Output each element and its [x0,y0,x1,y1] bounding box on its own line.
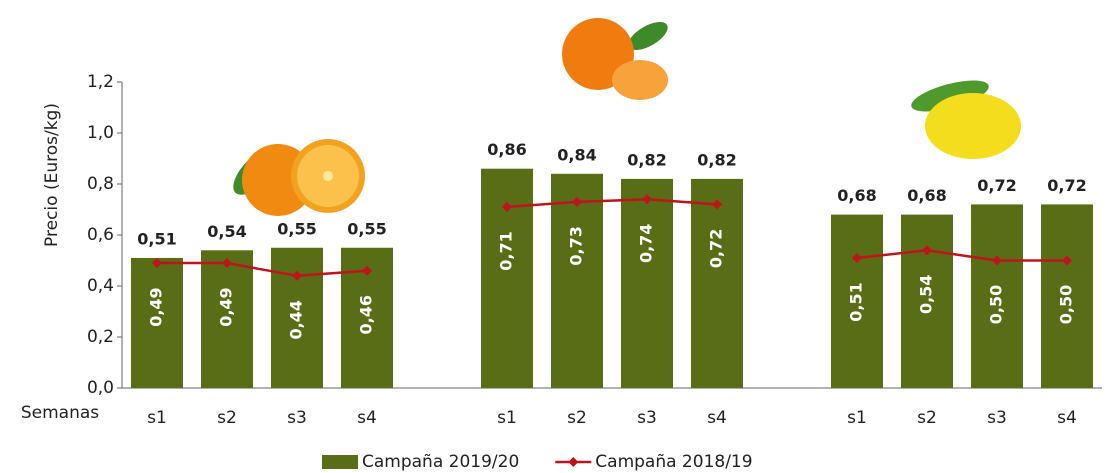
line-value-label: 0,54 [917,275,936,314]
legend: Campaña 2019/20 Campaña 2018/19 [322,452,753,472]
bar-value-label: 0,55 [277,219,316,238]
x-tick-label: s2 [217,408,237,428]
y-tick-label: 0,2 [87,327,114,347]
legend-marker [568,457,578,467]
bar-value-label: 0,68 [907,186,946,205]
y-axis-label: Precio (Euros/kg) [42,103,62,247]
orange-image [225,137,365,216]
line-value-label: 0,50 [1057,285,1076,324]
line-value-label: 0,51 [847,282,866,321]
y-tick-label: 0,4 [87,276,114,296]
legend-label: Campaña 2019/20 [362,452,519,472]
line-value-label: 0,72 [707,229,726,268]
line-value-label: 0,44 [287,300,306,339]
bar [691,179,743,388]
x-tick-label: s2 [917,408,937,428]
line-value-label: 0,73 [567,226,586,265]
line-value-label: 0,49 [147,287,166,326]
x-tick-label: s3 [637,408,657,428]
bar [621,179,673,388]
x-tick-label: s1 [147,408,167,428]
y-tick-label: 0,6 [87,225,114,245]
y-tick-label: 1,2 [87,72,114,92]
bar-value-label: 0,51 [137,229,176,248]
page: Precio (Euros/kg) Semanas Campaña 2019/2… [0,0,1107,473]
line-value-label: 0,71 [497,231,516,270]
x-tick-label: s4 [707,408,727,428]
x-tick-label: s4 [357,408,377,428]
bar-value-label: 0,82 [697,150,736,169]
line [157,263,367,276]
bar-value-label: 0,68 [837,186,876,205]
legend-label: Campaña 2018/19 [595,452,752,472]
x-tick-label: s3 [287,408,307,428]
chart: Precio (Euros/kg) Semanas Campaña 2019/2… [0,0,1107,473]
legend-swatch [322,455,358,469]
bar-value-label: 0,72 [977,176,1016,195]
bar [481,169,533,388]
x-tick-label: s1 [497,408,517,428]
line-value-label: 0,50 [987,285,1006,324]
line-value-label: 0,74 [637,224,656,263]
mandarin-image [562,16,672,100]
y-tick-label: 1,0 [87,123,114,143]
y-tick-label: 0,8 [87,174,114,194]
x-tick-label: s1 [847,408,867,428]
line [857,250,1067,260]
bar-value-label: 0,86 [487,140,526,159]
bar-value-label: 0,72 [1047,176,1086,195]
line-value-label: 0,49 [217,287,236,326]
x-tick-label: s2 [567,408,587,428]
lemon-image [908,74,1021,159]
bar-value-label: 0,82 [627,150,666,169]
y-tick-label: 0,0 [87,378,114,398]
bar-value-label: 0,54 [207,222,246,241]
bar-value-label: 0,55 [347,219,386,238]
x-tick-label: s4 [1057,408,1077,428]
line-value-label: 0,46 [357,295,376,334]
line [507,199,717,207]
x-tick-label: s3 [987,408,1007,428]
bar-value-label: 0,84 [557,145,596,164]
x-axis-label: Semanas [21,403,99,423]
